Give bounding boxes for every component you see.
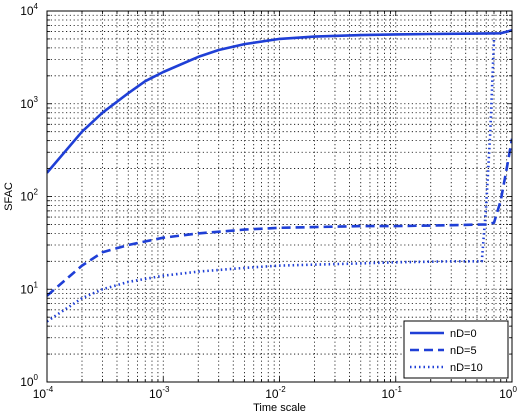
series-layer: [47, 29, 512, 323]
legend-label: nD=5: [450, 345, 477, 357]
legend-label: nD=0: [450, 328, 477, 340]
legend-box: [403, 320, 509, 379]
legend-label: nD=10: [450, 362, 483, 374]
grid: [46, 10, 513, 383]
series-line-solid: [47, 29, 512, 174]
ticks: [46, 10, 513, 383]
x-axis-label: Time scale: [253, 402, 306, 414]
series-line-dashed: [47, 138, 512, 297]
legend: nD=0 nD=5 nD=10: [403, 320, 509, 379]
y-axis-label: SFAC: [3, 182, 15, 211]
series-line-dotted: [47, 38, 496, 323]
